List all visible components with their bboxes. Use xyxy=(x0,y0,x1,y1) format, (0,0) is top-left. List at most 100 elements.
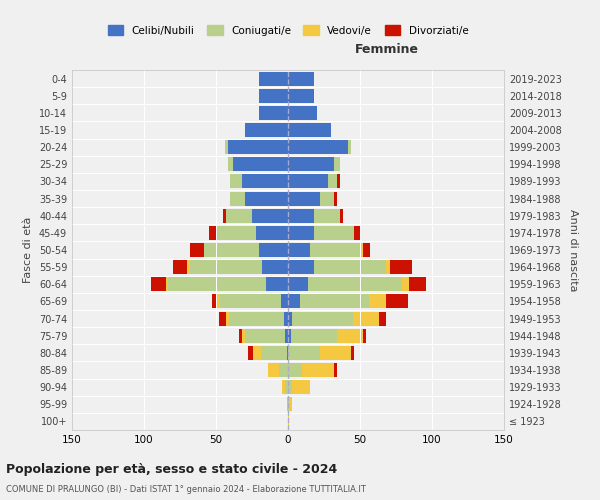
Bar xyxy=(353,312,379,326)
Bar xyxy=(360,243,363,257)
Bar xyxy=(314,226,354,240)
Bar xyxy=(259,106,288,120)
Bar xyxy=(227,140,288,154)
Bar xyxy=(266,278,288,291)
Bar xyxy=(245,123,288,137)
Bar xyxy=(288,328,291,342)
Bar xyxy=(288,260,314,274)
Bar xyxy=(282,380,285,394)
Bar xyxy=(216,226,256,240)
Bar xyxy=(216,294,220,308)
Bar xyxy=(328,174,337,188)
Bar xyxy=(386,294,407,308)
Bar xyxy=(310,243,360,257)
Bar xyxy=(337,328,363,342)
Bar xyxy=(173,260,187,274)
Text: Popolazione per età, sesso e stato civile - 2024: Popolazione per età, sesso e stato civil… xyxy=(6,462,337,475)
Bar xyxy=(352,346,354,360)
Bar xyxy=(259,72,288,86)
Bar xyxy=(169,278,266,291)
Bar xyxy=(256,226,288,240)
Bar xyxy=(288,226,314,240)
Bar xyxy=(227,158,233,172)
Bar xyxy=(320,192,334,205)
Text: Femmine: Femmine xyxy=(355,42,419,56)
Bar xyxy=(334,192,337,205)
Bar xyxy=(285,380,288,394)
Bar xyxy=(363,328,366,342)
Bar xyxy=(151,278,166,291)
Bar xyxy=(226,312,229,326)
Bar xyxy=(288,380,292,394)
Bar xyxy=(288,208,314,222)
Bar xyxy=(288,192,320,205)
Bar xyxy=(260,346,287,360)
Bar xyxy=(285,328,288,342)
Bar xyxy=(292,312,353,326)
Bar xyxy=(314,260,386,274)
Bar xyxy=(245,328,285,342)
Bar xyxy=(253,346,260,360)
Bar xyxy=(230,174,242,188)
Bar xyxy=(187,260,190,274)
Bar xyxy=(288,123,331,137)
Bar xyxy=(239,328,242,342)
Bar xyxy=(334,363,337,377)
Bar xyxy=(409,278,426,291)
Bar xyxy=(288,174,328,188)
Bar xyxy=(288,88,314,102)
Bar xyxy=(291,328,337,342)
Bar xyxy=(288,346,320,360)
Bar xyxy=(299,294,368,308)
Bar xyxy=(205,243,259,257)
Bar xyxy=(190,260,262,274)
Bar xyxy=(334,158,340,172)
Bar xyxy=(212,294,216,308)
Bar xyxy=(390,260,412,274)
Bar xyxy=(386,260,390,274)
Bar xyxy=(268,363,280,377)
Bar xyxy=(233,158,288,172)
Bar xyxy=(288,140,349,154)
Bar xyxy=(242,174,288,188)
Bar xyxy=(354,226,361,240)
Bar xyxy=(308,278,402,291)
Bar xyxy=(288,363,302,377)
Bar xyxy=(223,208,226,222)
Bar xyxy=(287,398,288,411)
Bar xyxy=(368,294,386,308)
Bar xyxy=(302,363,334,377)
Bar xyxy=(220,294,281,308)
Bar xyxy=(288,312,292,326)
Bar xyxy=(288,243,310,257)
Bar xyxy=(219,312,226,326)
Y-axis label: Anni di nascita: Anni di nascita xyxy=(568,209,578,291)
Bar xyxy=(226,208,252,222)
Bar xyxy=(287,346,288,360)
Bar xyxy=(229,312,284,326)
Bar xyxy=(252,208,288,222)
Bar xyxy=(337,174,340,188)
Legend: Celibi/Nubili, Coniugati/e, Vedovi/e, Divorziati/e: Celibi/Nubili, Coniugati/e, Vedovi/e, Di… xyxy=(103,21,473,40)
Bar xyxy=(248,346,253,360)
Bar xyxy=(259,88,288,102)
Bar xyxy=(363,243,370,257)
Bar xyxy=(292,380,310,394)
Bar xyxy=(190,243,205,257)
Bar xyxy=(259,243,288,257)
Bar xyxy=(288,278,308,291)
Bar xyxy=(288,414,289,428)
Bar xyxy=(379,312,386,326)
Bar xyxy=(288,106,317,120)
Bar xyxy=(289,398,292,411)
Bar xyxy=(320,346,352,360)
Text: COMUNE DI PRALUNGO (BI) - Dati ISTAT 1° gennaio 2024 - Elaborazione TUTTITALIA.I: COMUNE DI PRALUNGO (BI) - Dati ISTAT 1° … xyxy=(6,485,366,494)
Bar xyxy=(281,294,288,308)
Bar xyxy=(262,260,288,274)
Bar xyxy=(402,278,409,291)
Y-axis label: Fasce di età: Fasce di età xyxy=(23,217,33,283)
Bar xyxy=(230,192,245,205)
Bar xyxy=(224,140,227,154)
Bar xyxy=(242,328,245,342)
Bar xyxy=(288,294,299,308)
